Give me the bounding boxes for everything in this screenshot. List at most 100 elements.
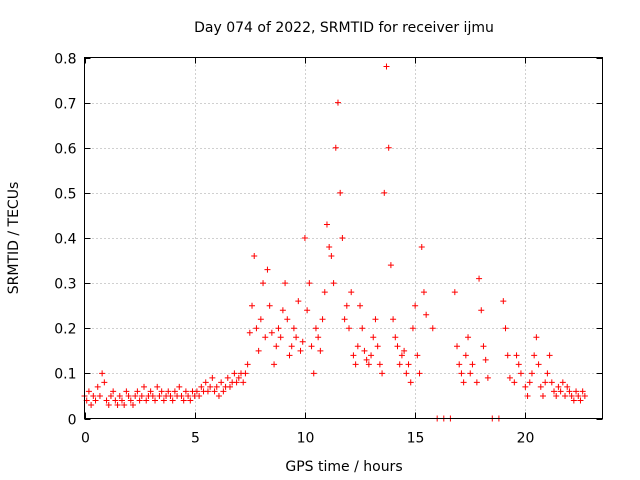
data-point: [299, 338, 306, 345]
data-point: [171, 388, 178, 395]
data-point: [204, 388, 211, 395]
data-point: [332, 144, 339, 151]
y-axis-label: SRMTID / TECUs: [6, 182, 22, 295]
data-point: [374, 343, 381, 350]
data-point: [321, 289, 328, 296]
data-point: [551, 388, 558, 395]
data-point: [266, 302, 273, 309]
data-point: [207, 383, 214, 390]
data-point: [176, 383, 183, 390]
data-point: [566, 388, 573, 395]
data-point: [257, 316, 264, 323]
data-point: [141, 383, 148, 390]
data-point: [564, 383, 571, 390]
data-point: [284, 316, 291, 323]
data-point: [579, 388, 586, 395]
data-point: [429, 325, 436, 332]
data-point: [110, 388, 117, 395]
data-point: [420, 289, 427, 296]
data-point: [215, 392, 222, 399]
data-point: [568, 392, 575, 399]
data-point: [394, 343, 401, 350]
data-point: [149, 392, 156, 399]
data-point: [202, 379, 209, 386]
data-point: [138, 392, 145, 399]
data-point: [180, 397, 187, 404]
data-point: [92, 397, 99, 404]
data-point: [570, 397, 577, 404]
data-point: [129, 401, 136, 408]
data-point: [235, 374, 242, 381]
data-point: [264, 266, 271, 273]
data-point: [456, 361, 463, 368]
data-point: [376, 361, 383, 368]
y-tick-label: 0.1: [54, 367, 76, 383]
data-point: [454, 343, 461, 350]
data-point: [577, 397, 584, 404]
data-point: [361, 347, 368, 354]
data-point: [209, 374, 216, 381]
data-point: [381, 189, 388, 196]
x-axis-label: GPS time / hours: [285, 459, 402, 475]
data-point: [368, 352, 375, 359]
data-point: [524, 392, 531, 399]
data-point: [253, 325, 260, 332]
data-point: [581, 392, 588, 399]
y-tick-label: 0.7: [54, 97, 76, 113]
y-tick-label: 0.8: [54, 52, 76, 68]
data-point: [416, 370, 423, 377]
data-point: [462, 352, 469, 359]
data-point: [467, 370, 474, 377]
data-point: [526, 379, 533, 386]
data-point: [121, 401, 128, 408]
data-point: [260, 280, 267, 287]
data-point: [323, 221, 330, 228]
data-point: [504, 352, 511, 359]
data-point: [218, 379, 225, 386]
data-point: [156, 392, 163, 399]
data-point: [178, 392, 185, 399]
data-points: [81, 63, 588, 422]
data-point: [476, 275, 483, 282]
data-point: [365, 361, 372, 368]
data-point: [343, 302, 350, 309]
data-point: [132, 392, 139, 399]
data-point: [288, 343, 295, 350]
data-point: [334, 99, 341, 106]
data-point: [304, 307, 311, 314]
data-point: [515, 361, 522, 368]
data-point: [90, 392, 97, 399]
x-tick-label: 15: [407, 431, 425, 447]
data-point: [107, 392, 114, 399]
data-point: [575, 392, 582, 399]
grid: [84, 57, 603, 419]
data-point: [398, 352, 405, 359]
data-point: [125, 392, 132, 399]
data-point: [465, 334, 472, 341]
data-point: [116, 392, 123, 399]
data-point: [469, 361, 476, 368]
data-point: [103, 397, 110, 404]
data-point: [535, 361, 542, 368]
data-point: [251, 253, 258, 260]
data-point: [295, 298, 302, 305]
data-point: [359, 325, 366, 332]
y-tick-label: 0: [68, 413, 77, 429]
data-point: [242, 370, 249, 377]
data-point: [165, 388, 172, 395]
data-point: [409, 325, 416, 332]
data-point: [350, 352, 357, 359]
data-point: [262, 334, 269, 341]
data-point: [94, 383, 101, 390]
data-point: [306, 280, 313, 287]
data-point: [352, 361, 359, 368]
data-point: [403, 370, 410, 377]
data-point: [112, 397, 119, 404]
data-point: [282, 280, 289, 287]
data-point: [484, 374, 491, 381]
data-point: [372, 316, 379, 323]
data-point: [330, 280, 337, 287]
data-point: [127, 397, 134, 404]
data-point: [213, 383, 220, 390]
